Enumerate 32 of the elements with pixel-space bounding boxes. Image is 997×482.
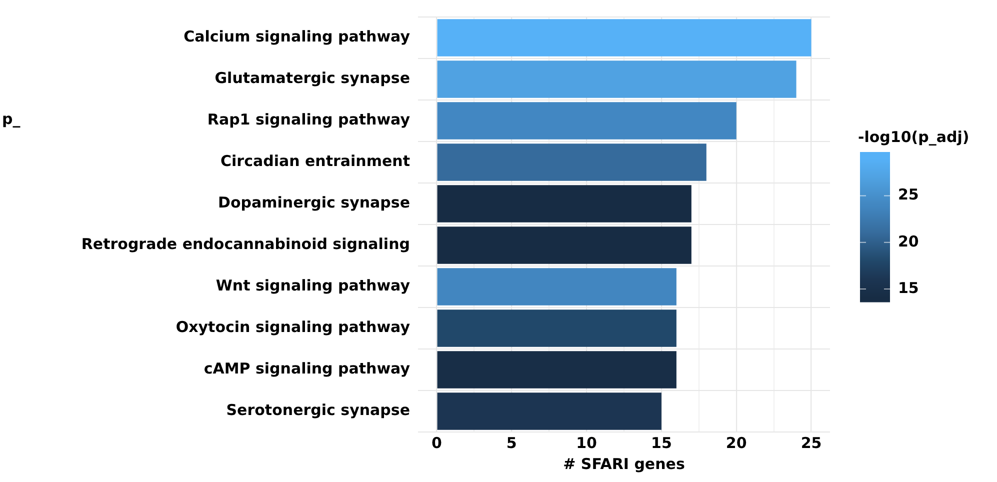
- bar: [437, 392, 662, 430]
- bar: [437, 19, 812, 56]
- y-tick-label: Dopaminergic synapse: [218, 194, 410, 212]
- bar: [437, 268, 676, 306]
- bar: [437, 144, 706, 181]
- x-axis-title: # SFARI genes: [563, 454, 685, 473]
- bar: [437, 102, 736, 140]
- bar: [437, 226, 692, 264]
- bar: [437, 185, 692, 222]
- x-tick-label: 25: [800, 434, 822, 452]
- color-bar-title: -log10(p_adj): [858, 128, 970, 146]
- y-tick-label: Wnt signaling pathway: [216, 276, 410, 295]
- y-tick-label: Oxytocin signaling pathway: [176, 318, 410, 336]
- y-tick-label: Retrograde endocannabinoid signaling: [81, 235, 410, 254]
- x-tick-label: 20: [726, 434, 747, 452]
- y-tick-label: Circadian entrainment: [220, 152, 410, 170]
- y-tick-label: Calcium signaling pathway: [184, 28, 410, 46]
- x-tick-label: 15: [651, 434, 672, 452]
- bar: [437, 310, 676, 347]
- y-tick-label: Serotonergic synapse: [226, 401, 410, 420]
- x-tick-label: 10: [576, 434, 597, 452]
- color-bar-label: 20: [898, 232, 919, 250]
- x-tick-label: 0: [432, 434, 442, 452]
- color-bar-label: 25: [898, 186, 919, 204]
- y-tick-label: Glutamatergic synapse: [214, 69, 410, 88]
- y-tick-label: Rap1 signaling pathway: [207, 110, 410, 129]
- bar: [437, 351, 676, 388]
- x-tick-label: 5: [506, 434, 517, 452]
- color-bar-label: 15: [898, 278, 919, 297]
- bar: [437, 60, 796, 98]
- y-tick-label: cAMP signaling pathway: [204, 360, 410, 378]
- text: p_: [2, 110, 21, 128]
